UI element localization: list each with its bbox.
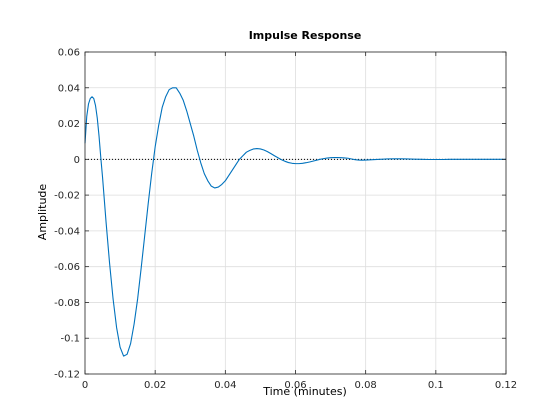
impulse-response-line [84, 87, 506, 357]
y-tick-label: 0.06 [58, 48, 80, 59]
y-tick-label: -0.04 [54, 226, 80, 237]
y-tick-label: -0.06 [54, 262, 80, 273]
chart-title: Impulse Response [249, 29, 362, 42]
x-tick-label: 0.06 [284, 380, 306, 391]
y-axis-label: Amplitude [36, 184, 49, 241]
x-tick-label: 0 [82, 380, 88, 391]
y-tick-label: -0.1 [60, 334, 80, 345]
y-tick-label: 0.04 [58, 83, 80, 94]
y-tick-label: 0.02 [58, 119, 80, 130]
x-tick-label: 0.02 [144, 380, 166, 391]
y-tick-label: -0.08 [54, 298, 80, 309]
y-tick-label: -0.12 [54, 370, 80, 381]
ticks: 0 0.02 0.04 0.06 0.08 0.1 0.12 -0.12 -0.1 -0.08 -0… [54, 48, 517, 392]
y-tick-label: 0 [74, 155, 80, 166]
y-tick-label: -0.02 [54, 191, 80, 202]
x-tick-label: 0.12 [495, 380, 517, 391]
x-tick-label: 0.1 [428, 380, 444, 391]
x-tick-label: 0.04 [214, 380, 236, 391]
x-tick-label: 0.08 [355, 380, 377, 391]
x-axis-label: Time (minutes) [262, 385, 347, 398]
series-layer [84, 87, 506, 357]
